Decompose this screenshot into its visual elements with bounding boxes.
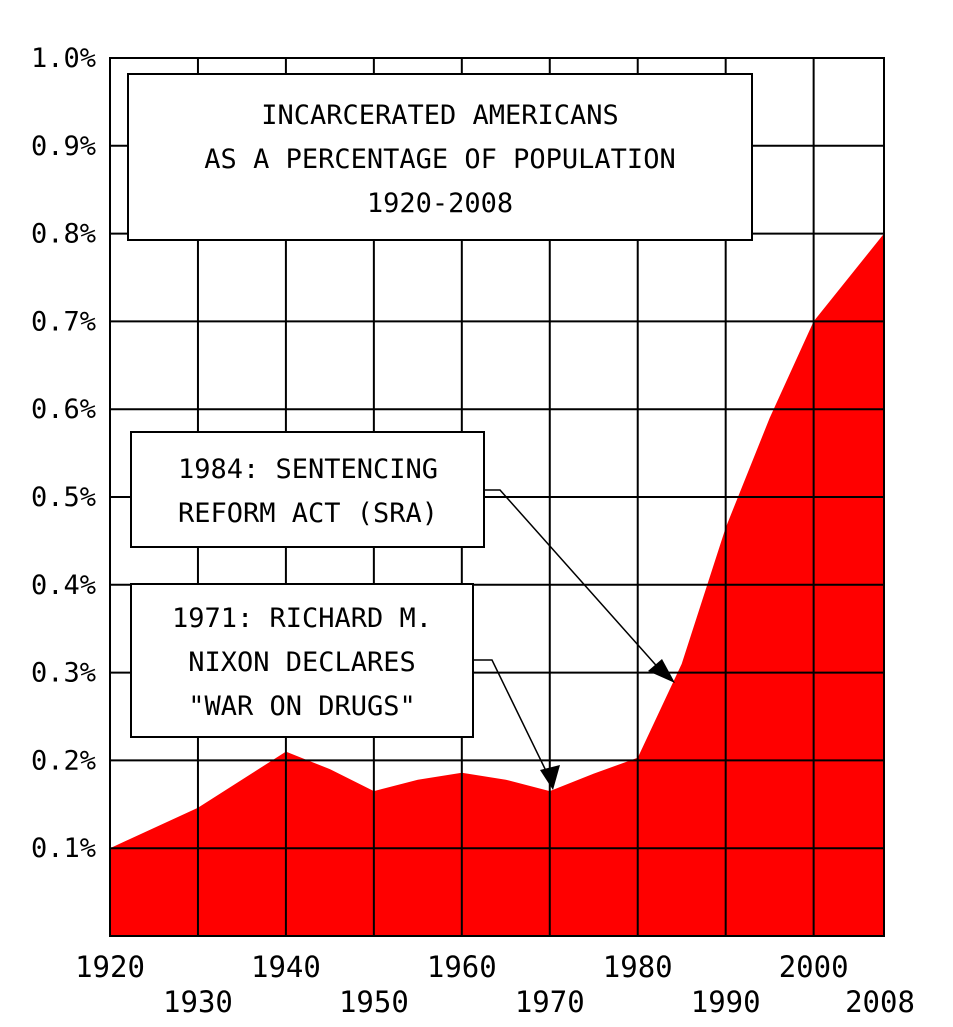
y-tick-label: 0.5% bbox=[31, 482, 96, 513]
annotation-nixon-line-1: 1971: RICHARD M. bbox=[172, 603, 432, 634]
y-tick-label: 0.8% bbox=[31, 219, 96, 250]
x-tick-label: 1990 bbox=[691, 985, 761, 1019]
x-tick-label: 1970 bbox=[515, 985, 585, 1019]
x-tick-label: 2008 bbox=[845, 985, 915, 1019]
x-tick-label: 1950 bbox=[339, 985, 409, 1019]
annotation-sra-leader bbox=[484, 489, 663, 673]
x-tick-labels: 1920 1940 1960 1980 2000 1930 1950 1970 1990 2008 bbox=[75, 950, 915, 1019]
annotation-nixon: 1971: RICHARD M. NIXON DECLARES "WAR ON … bbox=[130, 583, 560, 790]
annotation-sra-line-1: 1984: SENTENCING bbox=[178, 454, 438, 485]
y-tick-label: 0.1% bbox=[31, 833, 96, 864]
y-tick-labels: 0.1% 0.2% 0.3% 0.4% 0.5% 0.6% 0.7% 0.8% 0.9% 1.0% bbox=[31, 43, 96, 864]
annotation-nixon-line-3: "WAR ON DRUGS" bbox=[188, 691, 416, 722]
y-tick-label: 0.2% bbox=[31, 745, 96, 776]
annotation-sra-arrowhead bbox=[648, 659, 675, 683]
x-tick-label: 1920 bbox=[75, 950, 145, 984]
y-tick-label: 0.9% bbox=[31, 131, 96, 162]
y-tick-label: 0.6% bbox=[31, 394, 96, 425]
title-line-2: AS A PERCENTAGE OF POPULATION bbox=[204, 144, 675, 175]
title-line-3: 1920-2008 bbox=[367, 188, 513, 219]
x-tick-label: 2000 bbox=[779, 950, 849, 984]
annotation-sra-line-2: REFORM ACT (SRA) bbox=[178, 498, 438, 529]
title-line-1: INCARCERATED AMERICANS bbox=[261, 100, 619, 131]
x-tick-label: 1980 bbox=[603, 950, 673, 984]
y-tick-label: 0.7% bbox=[31, 306, 96, 337]
plot-border bbox=[109, 57, 885, 937]
y-tick-label: 1.0% bbox=[31, 43, 96, 74]
annotation-nixon-arrowhead bbox=[540, 765, 560, 790]
x-tick-label: 1930 bbox=[163, 985, 233, 1019]
plot-frame bbox=[109, 57, 885, 937]
annotation-nixon-line-2: NIXON DECLARES bbox=[188, 647, 416, 678]
y-tick-label: 0.4% bbox=[31, 570, 96, 601]
annotation-sra: 1984: SENTENCING REFORM ACT (SRA) bbox=[130, 431, 675, 683]
x-tick-label: 1960 bbox=[427, 950, 497, 984]
y-tick-label: 0.3% bbox=[31, 658, 96, 689]
annotation-nixon-leader bbox=[473, 659, 549, 776]
x-tick-label: 1940 bbox=[251, 950, 321, 984]
title-box: INCARCERATED AMERICANS AS A PERCENTAGE O… bbox=[127, 73, 753, 241]
